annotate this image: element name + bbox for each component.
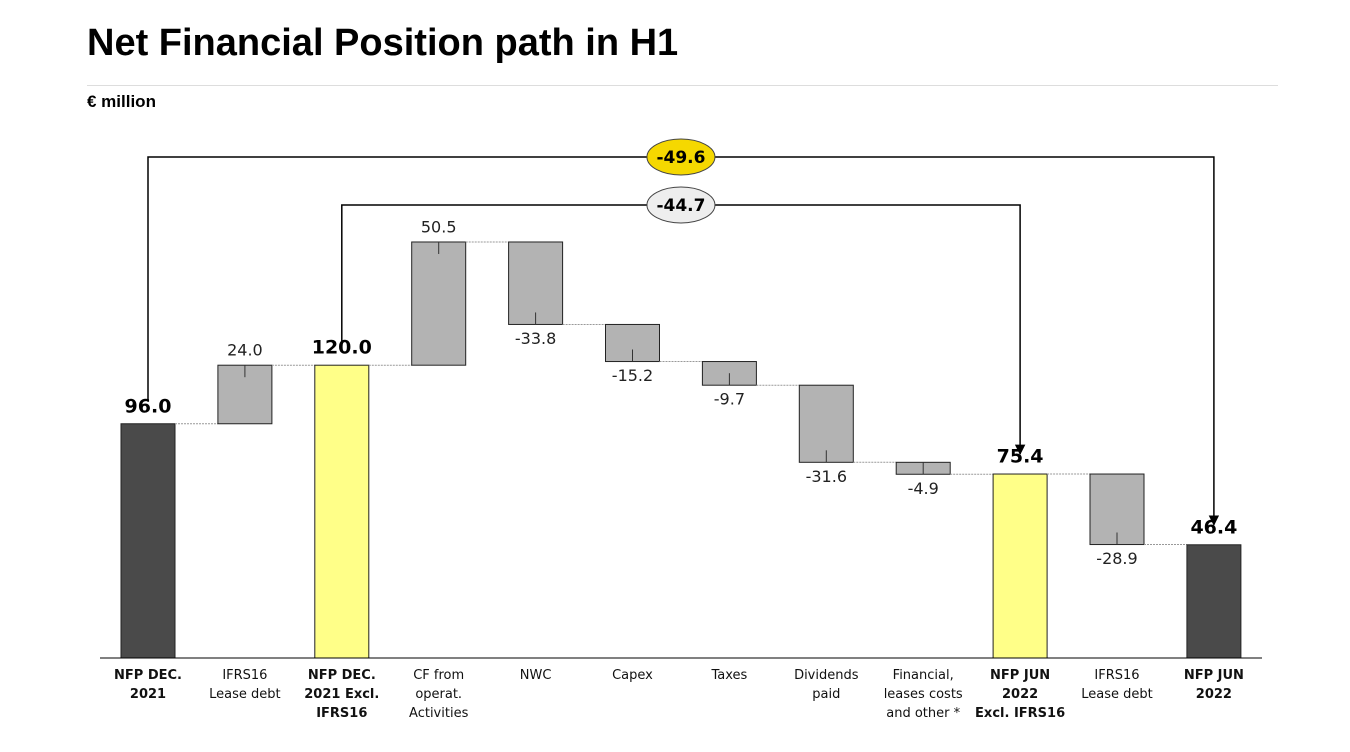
value-label: 50.5 xyxy=(421,217,457,236)
chart-title: Net Financial Position path in H1 xyxy=(87,22,679,64)
annotation-label: -44.7 xyxy=(656,196,705,216)
annotation-label: -49.6 xyxy=(656,148,705,168)
x-tick-label: Dividends paid xyxy=(794,668,859,702)
value-label: 120.0 xyxy=(312,337,372,359)
value-label: -31.6 xyxy=(806,467,847,486)
bar xyxy=(1186,544,1242,659)
value-label: -9.7 xyxy=(714,390,745,409)
x-tick-label: NFP JUN 2022 Excl. IFRS16 xyxy=(975,668,1066,721)
annotation-badge xyxy=(646,138,716,176)
value-label: 96.0 xyxy=(125,395,172,417)
value-label: 24.0 xyxy=(227,341,263,360)
value-label: -28.9 xyxy=(1096,549,1137,568)
x-tick-label: NFP DEC. 2021 Excl. IFRS16 xyxy=(304,668,380,721)
x-tick-label: Taxes xyxy=(711,668,748,683)
value-label: 75.4 xyxy=(997,446,1044,468)
value-label: -4.9 xyxy=(908,479,939,498)
value-label: -33.8 xyxy=(515,329,556,348)
bar xyxy=(798,384,854,463)
subtitle: € million xyxy=(87,92,156,111)
bar xyxy=(508,241,564,325)
bar xyxy=(314,364,370,659)
value-label: 46.4 xyxy=(1190,516,1237,538)
x-tick-label: Financial, leases costs and other * xyxy=(883,668,963,721)
bar xyxy=(120,423,176,659)
value-label: -15.2 xyxy=(612,366,653,385)
x-tick-label: CF from operat. Activities xyxy=(409,668,469,721)
x-tick-label: Capex xyxy=(612,668,653,683)
bar xyxy=(411,241,467,366)
x-tick-label: NFP DEC. 2021 xyxy=(114,668,182,702)
x-tick-label: NFP JUN 2022 xyxy=(1183,668,1244,702)
separator xyxy=(87,85,1278,86)
x-tick-label: IFRS16 Lease debt xyxy=(1081,668,1153,702)
bar xyxy=(992,473,1048,659)
annotation-badge xyxy=(646,186,716,224)
x-tick-label: NWC xyxy=(519,668,552,683)
x-tick-label: IFRS16 Lease debt xyxy=(209,668,281,702)
